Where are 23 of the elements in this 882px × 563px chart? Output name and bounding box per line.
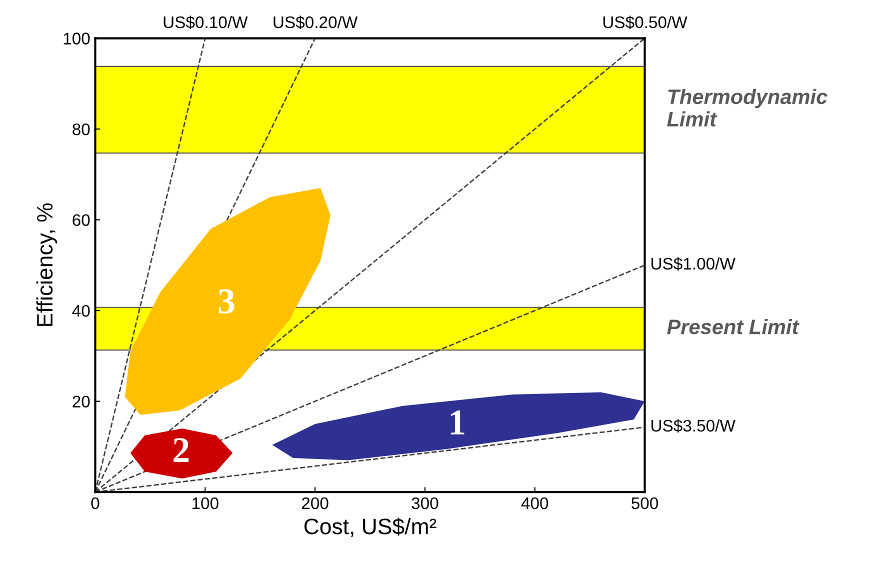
series-label: US$0.50/W [603,16,688,30]
x-tick-label: 200 [302,497,328,510]
series-label: US$0.20/W [274,16,358,30]
series-label: 2 [174,438,189,462]
y-tick-label: 100 [64,32,90,44]
series-label: 3 [218,289,234,314]
x-tick-label: 100 [192,497,218,510]
band-label: Present Limit [667,318,800,334]
y-tick-label: 80 [72,123,90,136]
band-label: Thermodynamic Limit [667,88,828,127]
x-tick-label: 500 [632,497,658,510]
y-tick-label: 40 [72,304,90,317]
x-tick-label: 400 [521,497,548,510]
series-label: US$1.00/W [652,257,736,271]
series-label: US$3.50/W [652,419,736,433]
y-tick-label: 60 [72,214,90,226]
series-label: US$0.10/W [164,16,248,30]
y-axis-title: Efficiency, % [36,203,58,326]
series-label: 1 [450,410,464,434]
x-tick-label: 300 [412,497,438,510]
x-axis-title: Cost, US$/m² [304,518,436,537]
x-tick-label: 0 [91,497,100,510]
y-tick-label: 20 [72,396,90,408]
